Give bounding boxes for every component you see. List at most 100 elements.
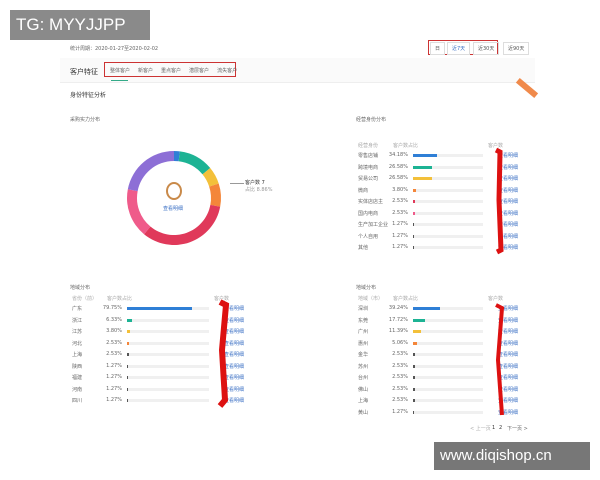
- row-bar: [127, 318, 209, 322]
- period-label: 统计周期：2020-01-27至2020-02-02: [70, 46, 159, 52]
- row-name: 广东: [72, 306, 83, 312]
- row-bar: [413, 307, 483, 310]
- view-detail-link[interactable]: 查看明细: [498, 210, 519, 217]
- view-detail-link[interactable]: 查看明细: [498, 409, 519, 416]
- view-detail-link[interactable]: 查看明细: [224, 306, 245, 312]
- table-row: 四川 1.27% 查看明细: [72, 395, 262, 407]
- row-pct: 6.33%: [106, 316, 122, 323]
- view-detail-link[interactable]: 查看明细: [224, 363, 245, 370]
- view-detail-link[interactable]: 查看明细: [224, 375, 245, 381]
- table-row: 苏州 2.53% 查看明细: [358, 361, 533, 373]
- watermark-bottom: www.diqishop.cn: [434, 442, 590, 470]
- row-pct: 79.75%: [102, 305, 122, 311]
- row-bar: [413, 410, 483, 414]
- view-detail-link[interactable]: 查看明细: [224, 329, 245, 335]
- view-detail-link[interactable]: 查看明细: [498, 245, 519, 251]
- legend-line: [230, 183, 244, 184]
- purchase-detail-link[interactable]: 查看明细: [163, 206, 184, 212]
- donut-slice-3[interactable]: [209, 183, 221, 207]
- row-name: 实体店店主: [358, 199, 384, 205]
- tab-1[interactable]: 新客户: [138, 68, 154, 74]
- page-1[interactable]: 1: [492, 425, 496, 431]
- tab-3[interactable]: 潜层客户: [189, 68, 210, 74]
- header-name: 省份（前）: [72, 296, 98, 302]
- table-row: 其他 1.27% 查看明细: [358, 242, 533, 254]
- table-row: 河北 2.53% 查看明细: [72, 338, 262, 350]
- row-name: 贸易公司: [358, 176, 379, 182]
- range-90d[interactable]: 近90天: [503, 42, 530, 55]
- row-bar: [413, 387, 483, 391]
- tab-2[interactable]: 重点客户: [161, 68, 182, 74]
- identity-title: 经营身份分布: [356, 117, 387, 123]
- range-7d[interactable]: 近7天: [447, 42, 471, 55]
- table-row: 上海 2.53% 查看明细: [358, 395, 533, 407]
- row-pct: 5.06%: [392, 339, 408, 346]
- donut-slice-1[interactable]: [178, 151, 211, 175]
- row-name: 苏州: [358, 363, 369, 370]
- view-detail-link[interactable]: 查看明细: [498, 340, 519, 347]
- table-row: 国内电商 2.53% 查看明细: [358, 208, 533, 220]
- view-detail-link[interactable]: 查看明细: [498, 176, 519, 182]
- page-2[interactable]: 2: [499, 425, 503, 431]
- purchase-donut: [127, 151, 221, 245]
- view-detail-link[interactable]: 查看明细: [498, 187, 519, 194]
- view-detail-link[interactable]: 查看明细: [498, 398, 519, 404]
- row-pct: 2.53%: [392, 374, 408, 380]
- active-tab-underline: [111, 80, 128, 81]
- table-row: 上海 2.53% 查看明细: [72, 349, 262, 361]
- row-bar: [413, 177, 483, 180]
- table-row: 生产加工企业 1.27% 查看明细: [358, 219, 533, 231]
- row-name: 零售店铺: [358, 153, 379, 159]
- table-row: 福建 1.27% 查看明细: [72, 372, 262, 384]
- view-detail-link[interactable]: 查看明细: [224, 317, 245, 324]
- table-row: 陕西 1.27% 查看明细: [72, 361, 262, 373]
- view-detail-link[interactable]: 查看明细: [498, 306, 519, 312]
- table-row: 广州 11.39% 查看明细: [358, 326, 533, 338]
- table-row: 零售店铺 34.18% 查看明细: [358, 150, 533, 162]
- donut-slice-5[interactable]: [127, 189, 151, 235]
- view-detail-link[interactable]: 查看明细: [224, 352, 245, 358]
- table-row: 广东 79.75% 查看明细: [72, 303, 262, 315]
- province-title: 地域分布: [70, 285, 91, 291]
- view-detail-link[interactable]: 查看明细: [498, 222, 519, 228]
- row-name: 河北: [72, 340, 83, 347]
- row-bar: [413, 399, 483, 402]
- table-row: 惠州 5.06% 查看明细: [358, 338, 533, 350]
- view-detail-link[interactable]: 查看明细: [224, 340, 245, 347]
- row-name: 台州: [358, 375, 369, 381]
- row-bar: [127, 376, 209, 379]
- table-row: 河南 1.27% 查看明细: [72, 384, 262, 396]
- view-detail-link[interactable]: 查看明细: [498, 164, 519, 171]
- view-detail-link[interactable]: 查看明细: [498, 317, 519, 324]
- purchase-title: 采购实力分布: [70, 117, 101, 123]
- view-detail-link[interactable]: 查看明细: [498, 375, 519, 381]
- range-30d[interactable]: 近30天: [473, 42, 500, 55]
- pagination-next[interactable]: 下一页 >: [507, 426, 528, 432]
- view-detail-link[interactable]: 查看明细: [498, 363, 519, 370]
- donut-slice-0[interactable]: [174, 151, 180, 162]
- header-name: 地域（市）: [358, 296, 384, 302]
- view-detail-link[interactable]: 查看明细: [498, 199, 519, 205]
- view-detail-link[interactable]: 查看明细: [498, 153, 519, 159]
- tab-4[interactable]: 流失客户: [217, 68, 238, 74]
- row-bar: [413, 330, 483, 333]
- donut-slice-2[interactable]: [202, 168, 219, 187]
- view-detail-link[interactable]: 查看明细: [224, 398, 245, 404]
- donut-slice-6[interactable]: [127, 151, 174, 192]
- view-detail-link[interactable]: 查看明细: [224, 386, 245, 393]
- row-pct: 1.27%: [392, 408, 408, 415]
- donut-slice-4[interactable]: [144, 204, 221, 245]
- row-name: 个人自用: [358, 233, 379, 240]
- row-pct: 2.53%: [392, 362, 408, 369]
- table-row: 贸易公司 26.58% 查看明细: [358, 173, 533, 185]
- row-pct: 17.72%: [388, 316, 408, 323]
- range-day[interactable]: 日: [430, 42, 446, 55]
- pagination-prev[interactable]: < 上一页: [470, 426, 491, 432]
- row-pct: 2.53%: [106, 339, 122, 346]
- view-detail-link[interactable]: 查看明细: [498, 233, 519, 240]
- view-detail-link[interactable]: 查看明细: [498, 386, 519, 393]
- view-detail-link[interactable]: 查看明细: [498, 352, 519, 358]
- tab-0[interactable]: 整体客户: [110, 68, 131, 74]
- view-detail-link[interactable]: 查看明细: [498, 329, 519, 335]
- row-bar: [127, 330, 209, 333]
